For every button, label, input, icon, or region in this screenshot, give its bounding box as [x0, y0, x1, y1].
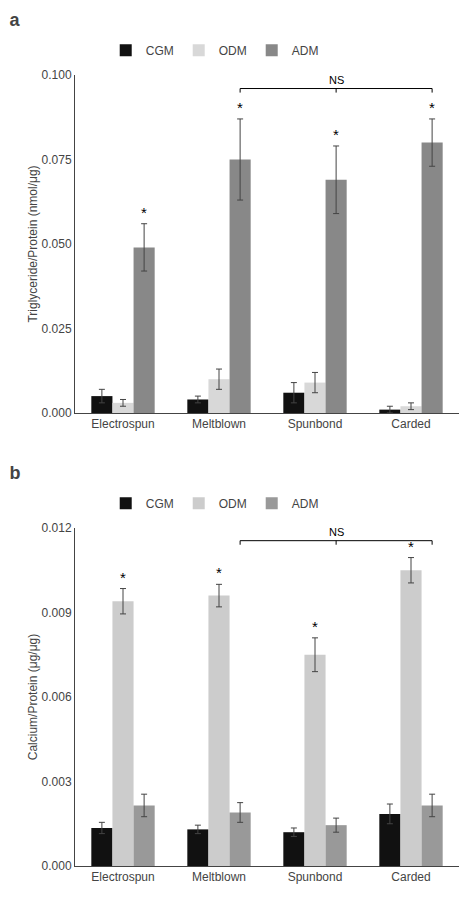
svg-text:0.025: 0.025: [42, 322, 72, 336]
svg-text:*: *: [429, 99, 435, 116]
svg-text:*: *: [141, 204, 147, 221]
svg-text:ADM: ADM: [292, 497, 319, 511]
svg-text:Carded: Carded: [391, 417, 430, 431]
svg-text:b: b: [9, 463, 20, 483]
svg-text:*: *: [312, 618, 318, 635]
svg-text:*: *: [216, 564, 222, 581]
svg-text:0.100: 0.100: [42, 68, 72, 82]
svg-text:Triglyceride/Protein (nmol/μg): Triglyceride/Protein (nmol/μg): [26, 165, 40, 322]
svg-text:CGM: CGM: [146, 44, 174, 58]
svg-text:CGM: CGM: [146, 497, 174, 511]
svg-text:ADM: ADM: [292, 44, 319, 58]
svg-text:Carded: Carded: [391, 870, 430, 884]
svg-text:0.012: 0.012: [42, 521, 72, 535]
svg-text:ODM: ODM: [219, 497, 247, 511]
svg-text:0.050: 0.050: [42, 237, 72, 251]
svg-text:ODM: ODM: [219, 44, 247, 58]
svg-text:Calcium/Protein (μg/μg): Calcium/Protein (μg/μg): [26, 634, 40, 761]
svg-text:0.009: 0.009: [42, 606, 72, 620]
svg-text:Electrospun: Electrospun: [91, 417, 154, 431]
svg-text:0.000: 0.000: [42, 859, 72, 873]
svg-text:a: a: [9, 10, 20, 30]
svg-text:*: *: [333, 126, 339, 143]
svg-text:Meltblown: Meltblown: [192, 870, 246, 884]
svg-text:*: *: [237, 99, 243, 116]
svg-text:*: *: [120, 569, 126, 586]
svg-text:0.000: 0.000: [42, 406, 72, 420]
svg-text:Spunbond: Spunbond: [288, 417, 343, 431]
svg-text:Meltblown: Meltblown: [192, 417, 246, 431]
svg-text:Spunbond: Spunbond: [288, 870, 343, 884]
svg-text:0.003: 0.003: [42, 775, 72, 789]
svg-text:0.075: 0.075: [42, 153, 72, 167]
svg-text:NS: NS: [329, 74, 344, 86]
svg-text:Electrospun: Electrospun: [91, 870, 154, 884]
svg-text:*: *: [408, 538, 414, 555]
svg-text:0.006: 0.006: [42, 690, 72, 704]
svg-text:NS: NS: [329, 526, 344, 538]
